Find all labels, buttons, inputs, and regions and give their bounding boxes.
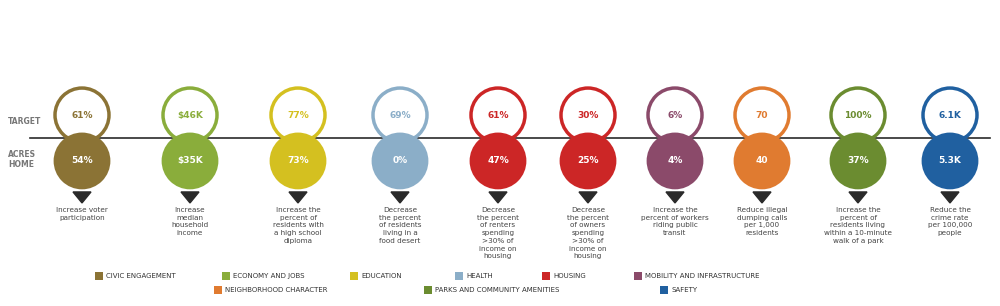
Text: 69%: 69% [389, 110, 411, 120]
Circle shape [735, 134, 789, 188]
Circle shape [648, 88, 702, 142]
Circle shape [561, 88, 615, 142]
Bar [455, 272, 463, 280]
Text: $35K: $35K [177, 156, 203, 166]
Circle shape [648, 134, 702, 188]
Text: 6.1K: 6.1K [939, 110, 961, 120]
Text: Reduce the
crime rate
per 100,000
people: Reduce the crime rate per 100,000 people [928, 207, 972, 236]
Bar [350, 272, 358, 280]
Text: 47%: 47% [487, 156, 509, 166]
Text: PARKS AND COMMUNITY AMENITIES: PARKS AND COMMUNITY AMENITIES [435, 287, 559, 293]
Bar [95, 272, 103, 280]
Text: 4%: 4% [667, 156, 683, 166]
Circle shape [831, 134, 885, 188]
Text: Decrease
the percent
of owners
spending
>30% of
income on
housing: Decrease the percent of owners spending … [567, 207, 609, 259]
Circle shape [163, 134, 217, 188]
Circle shape [831, 88, 885, 142]
Text: 70: 70 [756, 110, 768, 120]
Text: 100%: 100% [844, 110, 872, 120]
Text: 54%: 54% [71, 156, 93, 166]
Text: Increase the
percent of
residents with
a high school
diploma: Increase the percent of residents with a… [273, 207, 323, 244]
Text: 0%: 0% [392, 156, 408, 166]
Circle shape [923, 88, 977, 142]
Circle shape [373, 134, 427, 188]
Text: ECONOMY AND JOBS: ECONOMY AND JOBS [233, 273, 304, 279]
Circle shape [471, 134, 525, 188]
Text: TARGET: TARGET [8, 117, 41, 126]
Text: 30%: 30% [577, 110, 599, 120]
Circle shape [923, 134, 977, 188]
Text: SAFETY: SAFETY [671, 287, 697, 293]
Text: 40: 40 [756, 156, 768, 166]
Polygon shape [849, 192, 867, 203]
Circle shape [373, 88, 427, 142]
Text: 25%: 25% [577, 156, 599, 166]
Text: 61%: 61% [71, 110, 93, 120]
Polygon shape [289, 192, 307, 203]
Circle shape [55, 88, 109, 142]
Bar [660, 286, 668, 294]
Polygon shape [579, 192, 597, 203]
Circle shape [271, 88, 325, 142]
Circle shape [735, 88, 789, 142]
Text: Decrease
the percent
of renters
spending
>30% of
income on
housing: Decrease the percent of renters spending… [477, 207, 519, 259]
Text: ACRES
HOME: ACRES HOME [8, 150, 36, 170]
Text: 73%: 73% [287, 156, 309, 166]
Polygon shape [941, 192, 959, 203]
Text: 5.3K: 5.3K [939, 156, 961, 166]
Circle shape [271, 134, 325, 188]
Text: HEALTH: HEALTH [466, 273, 493, 279]
Circle shape [561, 134, 615, 188]
Text: 37%: 37% [847, 156, 869, 166]
Text: CIVIC ENGAGEMENT: CIVIC ENGAGEMENT [106, 273, 176, 279]
Text: HOUSING: HOUSING [553, 273, 586, 279]
Polygon shape [753, 192, 771, 203]
Circle shape [163, 88, 217, 142]
Text: Increase the
percent of
residents living
within a 10-minute
walk of a park: Increase the percent of residents living… [824, 207, 892, 244]
Text: Increase
median
household
income: Increase median household income [171, 207, 209, 236]
Circle shape [471, 88, 525, 142]
Text: $46K: $46K [177, 110, 203, 120]
Bar [214, 286, 222, 294]
Bar [424, 286, 432, 294]
Text: Increase voter
participation: Increase voter participation [56, 207, 108, 221]
Bar [634, 272, 642, 280]
Text: 61%: 61% [487, 110, 509, 120]
Text: EDUCATION: EDUCATION [361, 273, 402, 279]
Text: MOBILITY AND INFRASTRUCTURE: MOBILITY AND INFRASTRUCTURE [645, 273, 760, 279]
Circle shape [55, 134, 109, 188]
Bar [222, 272, 230, 280]
Polygon shape [489, 192, 507, 203]
Text: 77%: 77% [287, 110, 309, 120]
Text: Increase the
percent of workers
riding public
transit: Increase the percent of workers riding p… [641, 207, 709, 236]
Polygon shape [391, 192, 409, 203]
Bar [542, 272, 550, 280]
Text: NEIGHBORHOOD CHARACTER: NEIGHBORHOOD CHARACTER [225, 287, 328, 293]
Text: Decrease
the percent
of residents
living in a
food desert: Decrease the percent of residents living… [379, 207, 421, 244]
Text: 6%: 6% [667, 110, 683, 120]
Text: Reduce illegal
dumping calls
per 1,000
residents: Reduce illegal dumping calls per 1,000 r… [737, 207, 787, 236]
Polygon shape [666, 192, 684, 203]
Polygon shape [181, 192, 199, 203]
Polygon shape [73, 192, 91, 203]
